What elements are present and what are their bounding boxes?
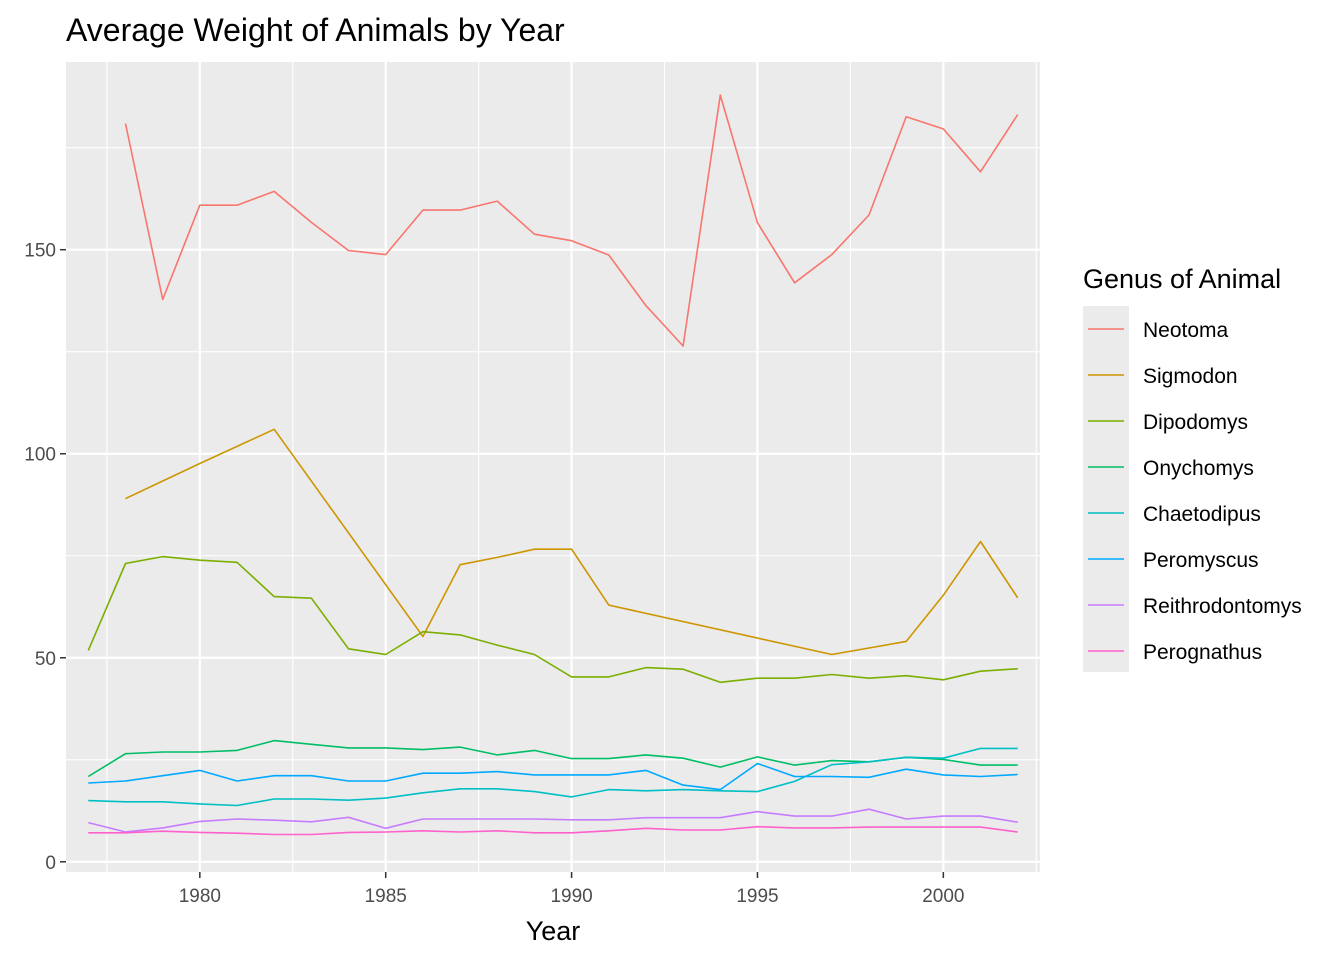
series-line-reithrodontomys bbox=[88, 808, 1018, 833]
x-tick-label: 1985 bbox=[365, 886, 407, 907]
legend-label-neotoma: Neotoma bbox=[1143, 319, 1229, 342]
series-lines bbox=[87, 94, 1019, 836]
y-tick-label: 0 bbox=[45, 853, 56, 874]
x-tick-label: 1980 bbox=[179, 886, 221, 907]
x-axis: 1980 1985 1990 1995 2000 bbox=[179, 872, 964, 907]
series-line-chaetodipus bbox=[88, 747, 1018, 807]
legend-key-background bbox=[1083, 306, 1129, 672]
minor-gridlines bbox=[66, 62, 1040, 872]
major-gridlines bbox=[66, 62, 1040, 872]
legend: Genus of Animal Neotoma Sigmodon Dipodomys… bbox=[1083, 264, 1302, 672]
y-tick-label: 100 bbox=[24, 445, 56, 466]
x-tick-label: 1990 bbox=[550, 886, 592, 907]
legend-title: Genus of Animal bbox=[1083, 264, 1281, 294]
legend-label-peromyscus: Peromyscus bbox=[1143, 549, 1259, 572]
legend-label-onychomys: Onychomys bbox=[1143, 457, 1254, 480]
legend-label-chaetodipus: Chaetodipus bbox=[1143, 503, 1261, 526]
legend-label-perognathus: Perognathus bbox=[1143, 641, 1262, 664]
legend-label-reithrodontomys: Reithrodontomys bbox=[1143, 595, 1302, 618]
y-axis: 0 50 100 150 bbox=[24, 241, 66, 874]
series-line-sigmodon bbox=[125, 428, 1019, 656]
series-line-neotoma bbox=[124, 94, 1019, 347]
y-tick-label: 50 bbox=[35, 649, 56, 670]
y-tick-label: 150 bbox=[24, 241, 56, 262]
legend-items: Neotoma Sigmodon Dipodomys Onychomys Chaetod… bbox=[1088, 319, 1302, 664]
legend-label-dipodomys: Dipodomys bbox=[1143, 411, 1248, 434]
x-axis-title: Year bbox=[526, 916, 581, 946]
legend-label-sigmodon: Sigmodon bbox=[1143, 365, 1238, 388]
x-tick-label: 1995 bbox=[736, 886, 778, 907]
series-line-perognathus bbox=[88, 825, 1018, 836]
series-line-dipodomys bbox=[87, 555, 1018, 684]
chart-title: Average Weight of Animals by Year bbox=[66, 12, 565, 48]
series-line-peromyscus bbox=[88, 762, 1018, 791]
x-tick-label: 2000 bbox=[922, 886, 964, 907]
plot-panel bbox=[66, 62, 1040, 872]
